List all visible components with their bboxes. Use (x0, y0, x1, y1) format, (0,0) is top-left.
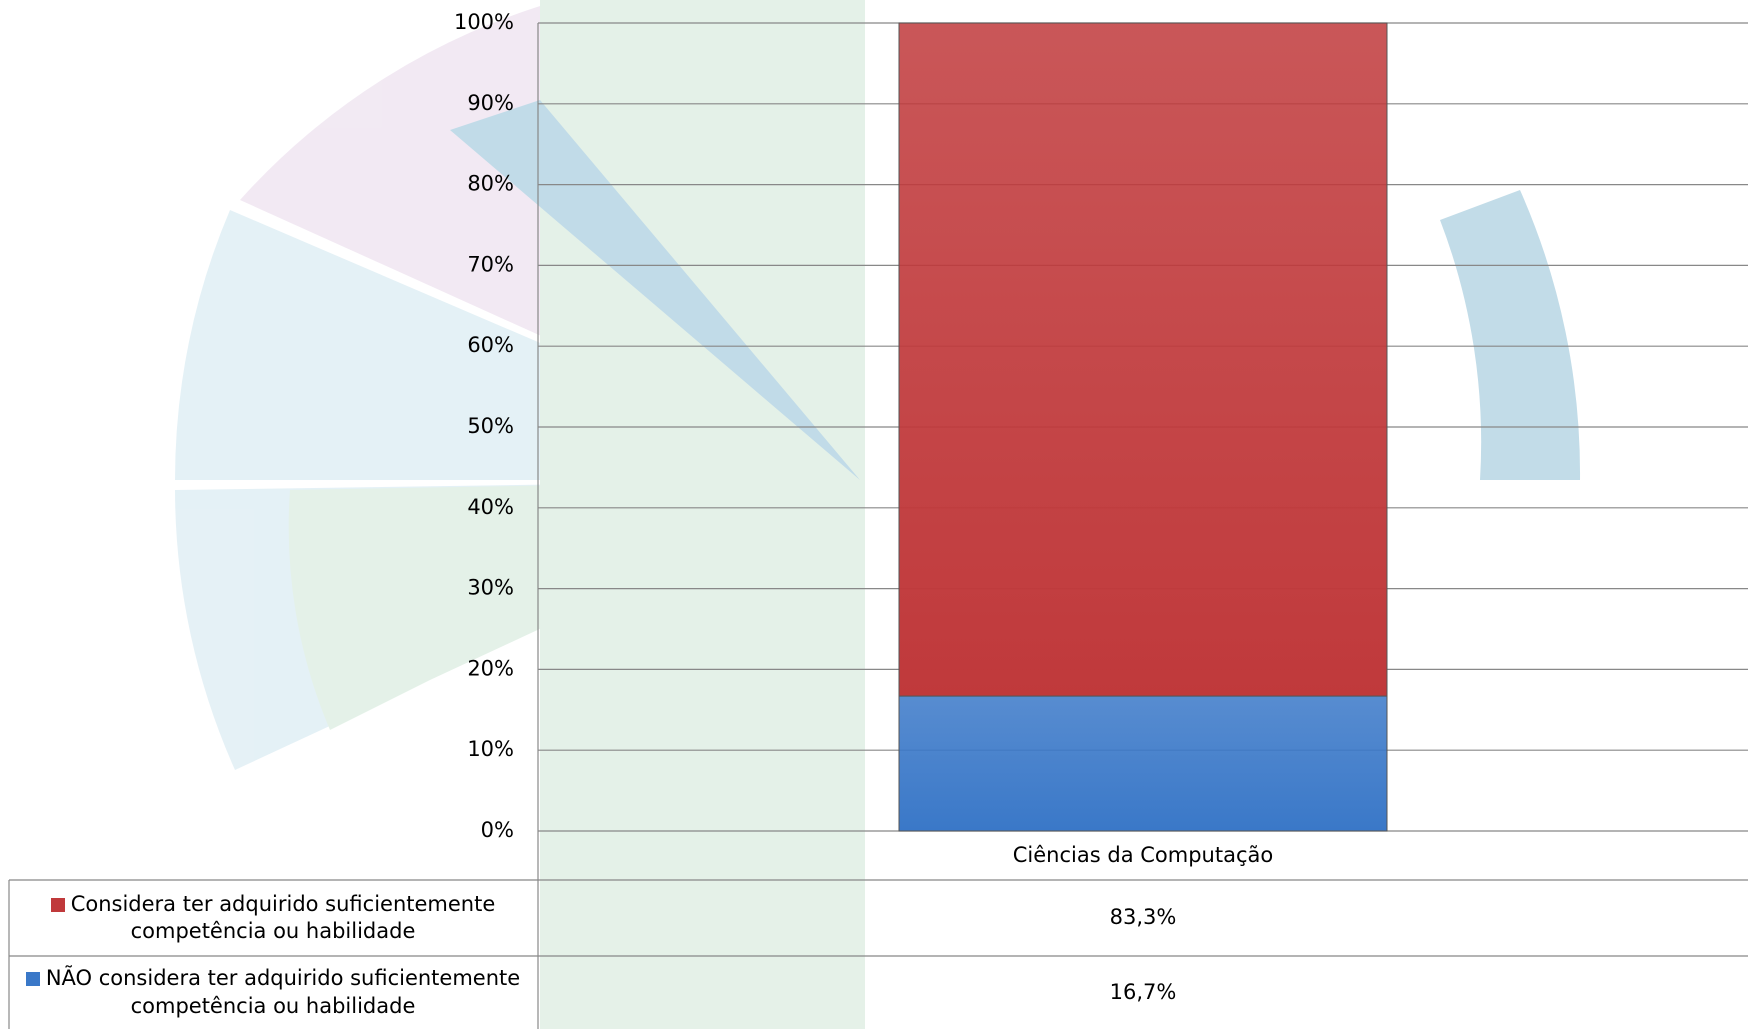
legend-entry: NÃO considera ter adquirido suficienteme… (10, 956, 536, 1029)
background-decoration (175, 0, 1581, 1029)
legend-key (50, 897, 65, 912)
table-value-text: 16,7% (1109, 979, 1177, 1004)
y-tick-label: 100% (454, 10, 514, 34)
legend-entry: Considera ter adquirido suficientemente … (10, 880, 536, 956)
y-tick-label: 60% (467, 333, 514, 357)
legend-key (25, 972, 40, 987)
y-tick-label: 90% (467, 91, 514, 115)
y-tick-label: 80% (467, 172, 514, 196)
table-value-text: 83,3% (1109, 905, 1177, 930)
y-tick-label: 0% (481, 818, 514, 842)
y-tick-label: 20% (467, 656, 514, 680)
legend-entry-text: NÃO considera ter adquirido suficienteme… (45, 966, 521, 1018)
bar-segment (898, 695, 1388, 832)
y-tick-label: 40% (467, 495, 514, 519)
bar-segment (898, 22, 1388, 697)
x-tick-label: Ciências da Computação (1013, 843, 1273, 867)
y-tick-label: 70% (467, 252, 514, 276)
table-value: 83,3% (538, 880, 1748, 956)
table-value: 16,7% (538, 956, 1748, 1029)
y-tick-label: 30% (467, 576, 514, 600)
legend-entry-text: Considera ter adquirido suficientemente … (70, 891, 496, 943)
y-tick-label: 50% (467, 414, 514, 438)
y-tick-label: 10% (467, 737, 514, 761)
